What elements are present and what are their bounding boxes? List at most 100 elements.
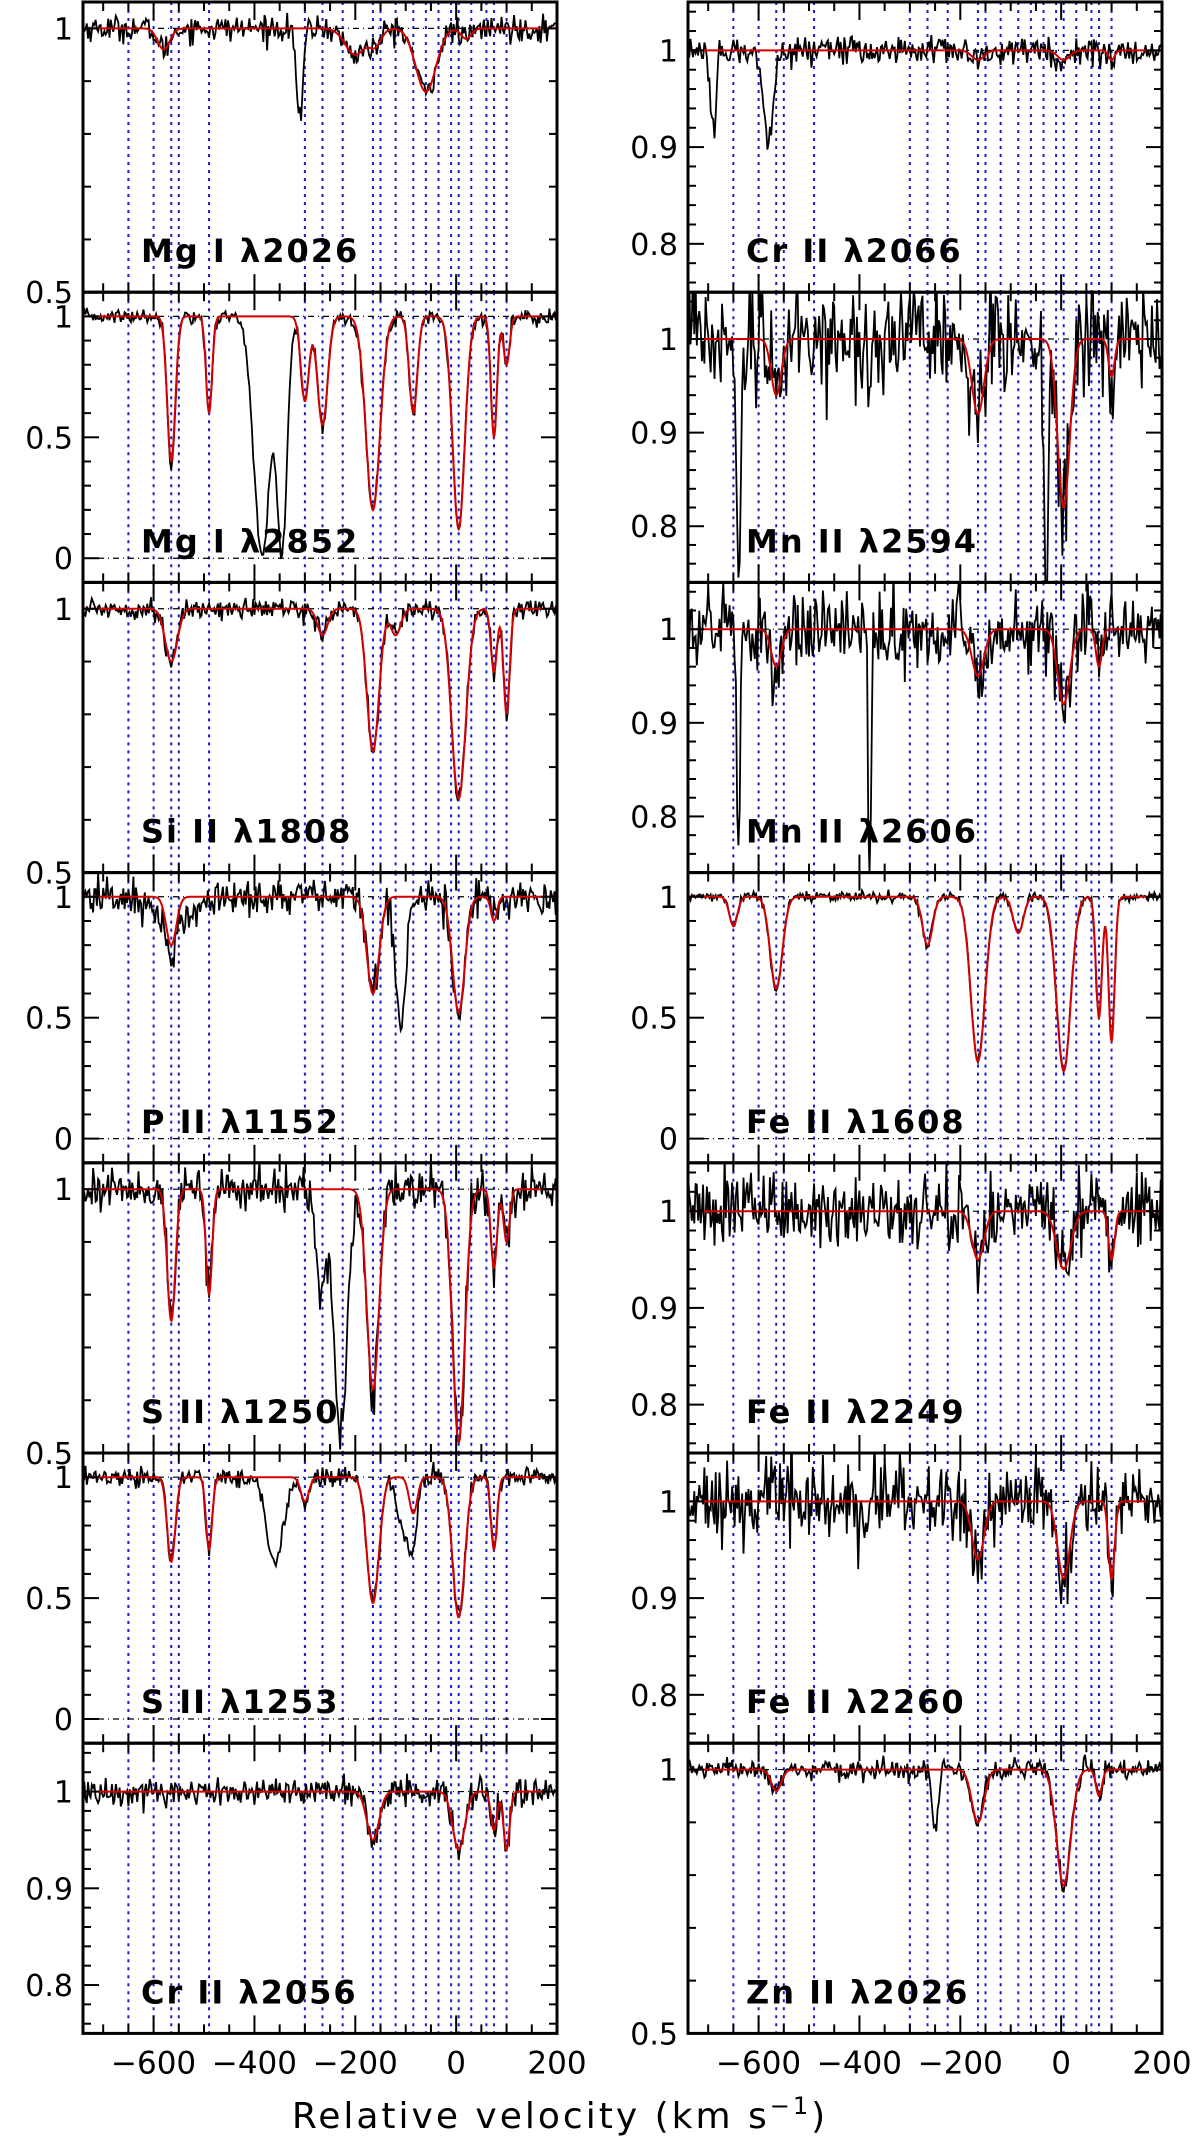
spectrum-group xyxy=(688,34,1162,150)
x-tick-label: 200 xyxy=(1132,2045,1191,2081)
panel-7: 0.8 0.9 1 Cr II λ2056 −600 −400 −200 0 200 xyxy=(25,1741,587,2081)
y-tick-label: 0.9 xyxy=(630,417,678,452)
y-tick-label: 0.5 xyxy=(630,1002,678,1037)
model-fit xyxy=(83,27,557,93)
y-tick-label: 1 xyxy=(659,34,678,69)
spectrum-group xyxy=(688,887,1162,1075)
panel-label: Zn II λ2026 xyxy=(746,1973,969,2011)
panel-label: Mn II λ2606 xyxy=(746,813,978,851)
y-tick-label: 1 xyxy=(54,300,73,335)
data-spectrum xyxy=(688,1162,1162,1294)
model-fit xyxy=(83,1790,557,1853)
y-tick-label: 1 xyxy=(54,1461,73,1496)
panel-6: 0 0.5 1 S II λ1253 xyxy=(25,1451,559,1745)
spectrum-group xyxy=(688,1453,1162,1605)
spectrum-group xyxy=(688,292,1162,583)
y-tick-label: 0.8 xyxy=(630,510,678,545)
x-axis-label: Relative velocity (km s−1) xyxy=(292,2092,828,2137)
data-spectrum xyxy=(688,582,1162,873)
panel-label: Fe II λ2260 xyxy=(746,1683,966,1721)
model-fit xyxy=(688,628,1162,706)
spectrum-group xyxy=(83,12,557,121)
panel-label: Fe II λ1608 xyxy=(746,1103,966,1141)
data-spectrum xyxy=(83,1772,557,1861)
panel-14: 0.5 1 Zn II λ2026 −600 −400 −200 0 200 xyxy=(630,1741,1192,2081)
y-tick-label: 1 xyxy=(659,881,678,916)
y-tick-label: 0 xyxy=(54,542,73,577)
y-tick-label: 0.8 xyxy=(630,1679,678,1714)
panel-label: Fe II λ2249 xyxy=(746,1393,966,1431)
panel-9: 0.8 0.9 1 Mn II λ2594 xyxy=(630,290,1164,584)
y-tick-label: 0.5 xyxy=(25,1002,73,1037)
y-tick-label: 1 xyxy=(659,613,678,648)
spectrum-group xyxy=(83,1461,557,1619)
data-spectrum xyxy=(83,307,557,560)
panel-8: 0.8 0.9 1 Cr II λ2066 xyxy=(630,0,1164,294)
spectrum-group xyxy=(83,1772,557,1861)
panel-4: 0 0.5 1 P II λ1152 xyxy=(25,871,559,1165)
data-spectrum xyxy=(688,292,1162,583)
spectrum-group xyxy=(83,595,557,802)
x-tick-label: −400 xyxy=(817,2045,902,2081)
panel-label: Cr II λ2066 xyxy=(746,232,963,270)
x-tick-label: 0 xyxy=(1051,2045,1071,2081)
y-tick-label: 0.5 xyxy=(25,1437,73,1472)
panel-label: Mg I λ2026 xyxy=(141,232,359,270)
x-tick-label: 0 xyxy=(446,2045,466,2081)
x-axis-label-text: Relative velocity (km s xyxy=(292,2096,770,2137)
panel-label: S II λ1253 xyxy=(141,1683,339,1721)
x-axis-label-superscript: −1 xyxy=(770,2092,811,2120)
x-tick-label: −400 xyxy=(212,2045,297,2081)
y-tick-label: 0.5 xyxy=(25,1582,73,1617)
y-tick-label: 1 xyxy=(54,1776,73,1811)
data-spectrum xyxy=(83,12,557,121)
model-fit xyxy=(83,607,557,801)
y-tick-label: 0.5 xyxy=(25,421,73,456)
panel-label: S II λ1250 xyxy=(141,1393,339,1431)
panel-frame xyxy=(686,1741,1164,2035)
x-tick-label: 200 xyxy=(527,2045,586,2081)
y-tick-label: 0.5 xyxy=(630,2017,678,2052)
spectrum-group xyxy=(688,1162,1162,1294)
panel-3: 0.5 1 Si II λ1808 xyxy=(25,580,559,892)
y-tick-label: 1 xyxy=(659,323,678,358)
y-tick-label: 0.8 xyxy=(630,228,678,263)
y-tick-label: 1 xyxy=(659,1195,678,1230)
y-tick-label: 1 xyxy=(659,1754,678,1789)
data-spectrum xyxy=(83,1162,557,1450)
spectrum-group xyxy=(688,582,1162,873)
model-fit xyxy=(688,1210,1162,1271)
y-tick-label: 0 xyxy=(54,1703,73,1738)
y-tick-label: 1 xyxy=(54,593,73,628)
y-tick-label: 0.5 xyxy=(25,276,73,311)
y-tick-label: 0.9 xyxy=(630,707,678,742)
panel-11: 0 0.5 1 Fe II λ1608 xyxy=(630,871,1164,1165)
x-tick-label: −600 xyxy=(716,2045,801,2081)
x-tick-label: −200 xyxy=(313,2045,398,2081)
model-fit xyxy=(83,895,557,1015)
spectrum-group xyxy=(83,307,557,560)
y-tick-label: 0.9 xyxy=(630,1582,678,1617)
model-fit xyxy=(83,315,557,531)
data-spectrum xyxy=(688,34,1162,150)
y-tick-label: 1 xyxy=(659,1485,678,1520)
y-tick-label: 1 xyxy=(54,12,73,47)
y-tick-label: 0 xyxy=(659,1123,678,1158)
y-tick-label: 0.8 xyxy=(630,800,678,835)
panel-label: Mg I λ2852 xyxy=(141,522,359,560)
panel-label: Si II λ1808 xyxy=(141,813,352,851)
panel-5: 0.5 1 S II λ1250 xyxy=(25,1161,559,1472)
x-axis-label-close: ) xyxy=(811,2096,828,2137)
y-tick-label: 0.8 xyxy=(630,1389,678,1424)
model-fit xyxy=(688,338,1162,509)
data-spectrum xyxy=(83,872,557,1034)
y-tick-label: 0.5 xyxy=(25,857,73,892)
panel-label: P II λ1152 xyxy=(141,1103,340,1141)
panel-12: 0.8 0.9 1 Fe II λ2249 xyxy=(630,1161,1164,1455)
spectrum-group xyxy=(688,1754,1162,1893)
panel-1: 0.5 1 Mg I λ2026 xyxy=(25,0,559,311)
model-fit xyxy=(688,895,1162,1073)
panel-2: 0 0.5 1 Mg I λ2852 xyxy=(25,290,559,584)
